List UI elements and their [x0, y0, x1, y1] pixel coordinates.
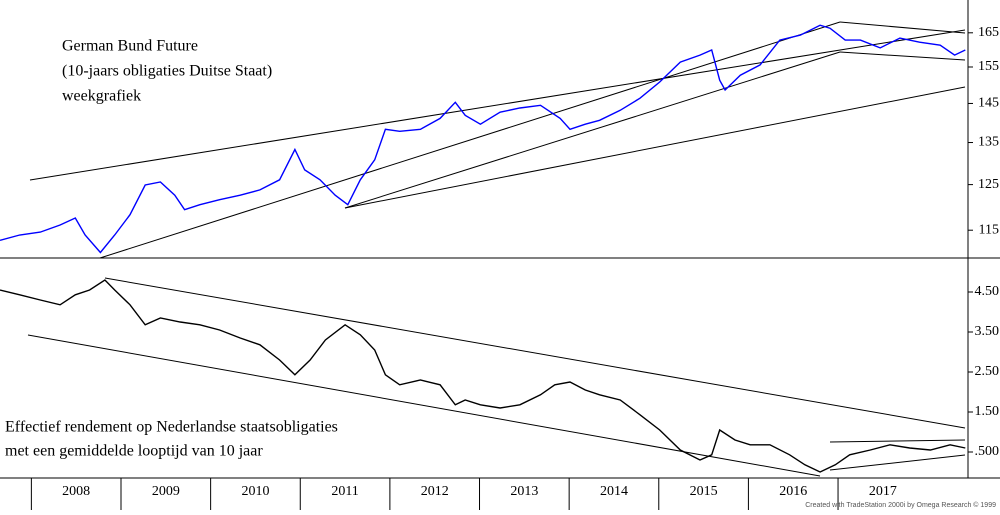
x-tick-label: 2013	[510, 484, 538, 499]
trend-line	[99, 21, 841, 259]
y-tick-label: 4.50	[975, 284, 1000, 299]
x-tick-label: 2008	[62, 484, 90, 499]
y-tick-label: 3.50	[975, 324, 1000, 339]
annotation: (10-jaars obligaties Duitse Staat)	[62, 63, 272, 80]
trend-line	[829, 439, 966, 443]
y-tick-label: 115	[979, 222, 999, 237]
trend-line	[344, 51, 841, 209]
x-tick-label: 2015	[690, 484, 718, 499]
x-tick-label: 2011	[331, 484, 358, 499]
y-tick-label: 165	[978, 25, 999, 40]
y-tick-label: 135	[978, 135, 999, 150]
credit: Created with TradeStation 2000i by Omega…	[805, 501, 996, 509]
x-tick-label: 2009	[152, 484, 180, 499]
y-tick-label: 155	[978, 59, 999, 74]
y-tick-label: 145	[978, 96, 999, 111]
trend-lines	[27, 21, 966, 477]
trend-line	[104, 277, 966, 429]
annotation: German Bund Future	[62, 38, 198, 55]
x-tick-label: 2010	[241, 484, 269, 499]
x-tick-label: 2016	[779, 484, 807, 499]
data-line	[0, 279, 966, 473]
trend-line	[344, 86, 966, 209]
annotation: Effectief rendement op Nederlandse staat…	[5, 419, 338, 436]
annotation: weekgrafiek	[62, 88, 141, 105]
trend-line	[839, 51, 966, 61]
x-tick-label: 2012	[421, 484, 449, 499]
annotation: met een gemiddelde looptijd van 10 jaar	[5, 443, 263, 460]
data-line	[0, 24, 966, 254]
trend-line	[829, 454, 966, 471]
frame	[0, 0, 1000, 479]
y-tick-label: 1.50	[975, 404, 1000, 419]
trend-line	[839, 21, 966, 34]
trend-line	[27, 334, 821, 477]
trend-line	[29, 29, 966, 181]
x-tick-label: 2017	[869, 484, 897, 499]
y-tick-label: 2.50	[975, 364, 1000, 379]
y-tick-label: 125	[978, 177, 999, 192]
x-tick-label: 2014	[600, 484, 628, 499]
y-tick-label: .500	[975, 444, 1000, 459]
